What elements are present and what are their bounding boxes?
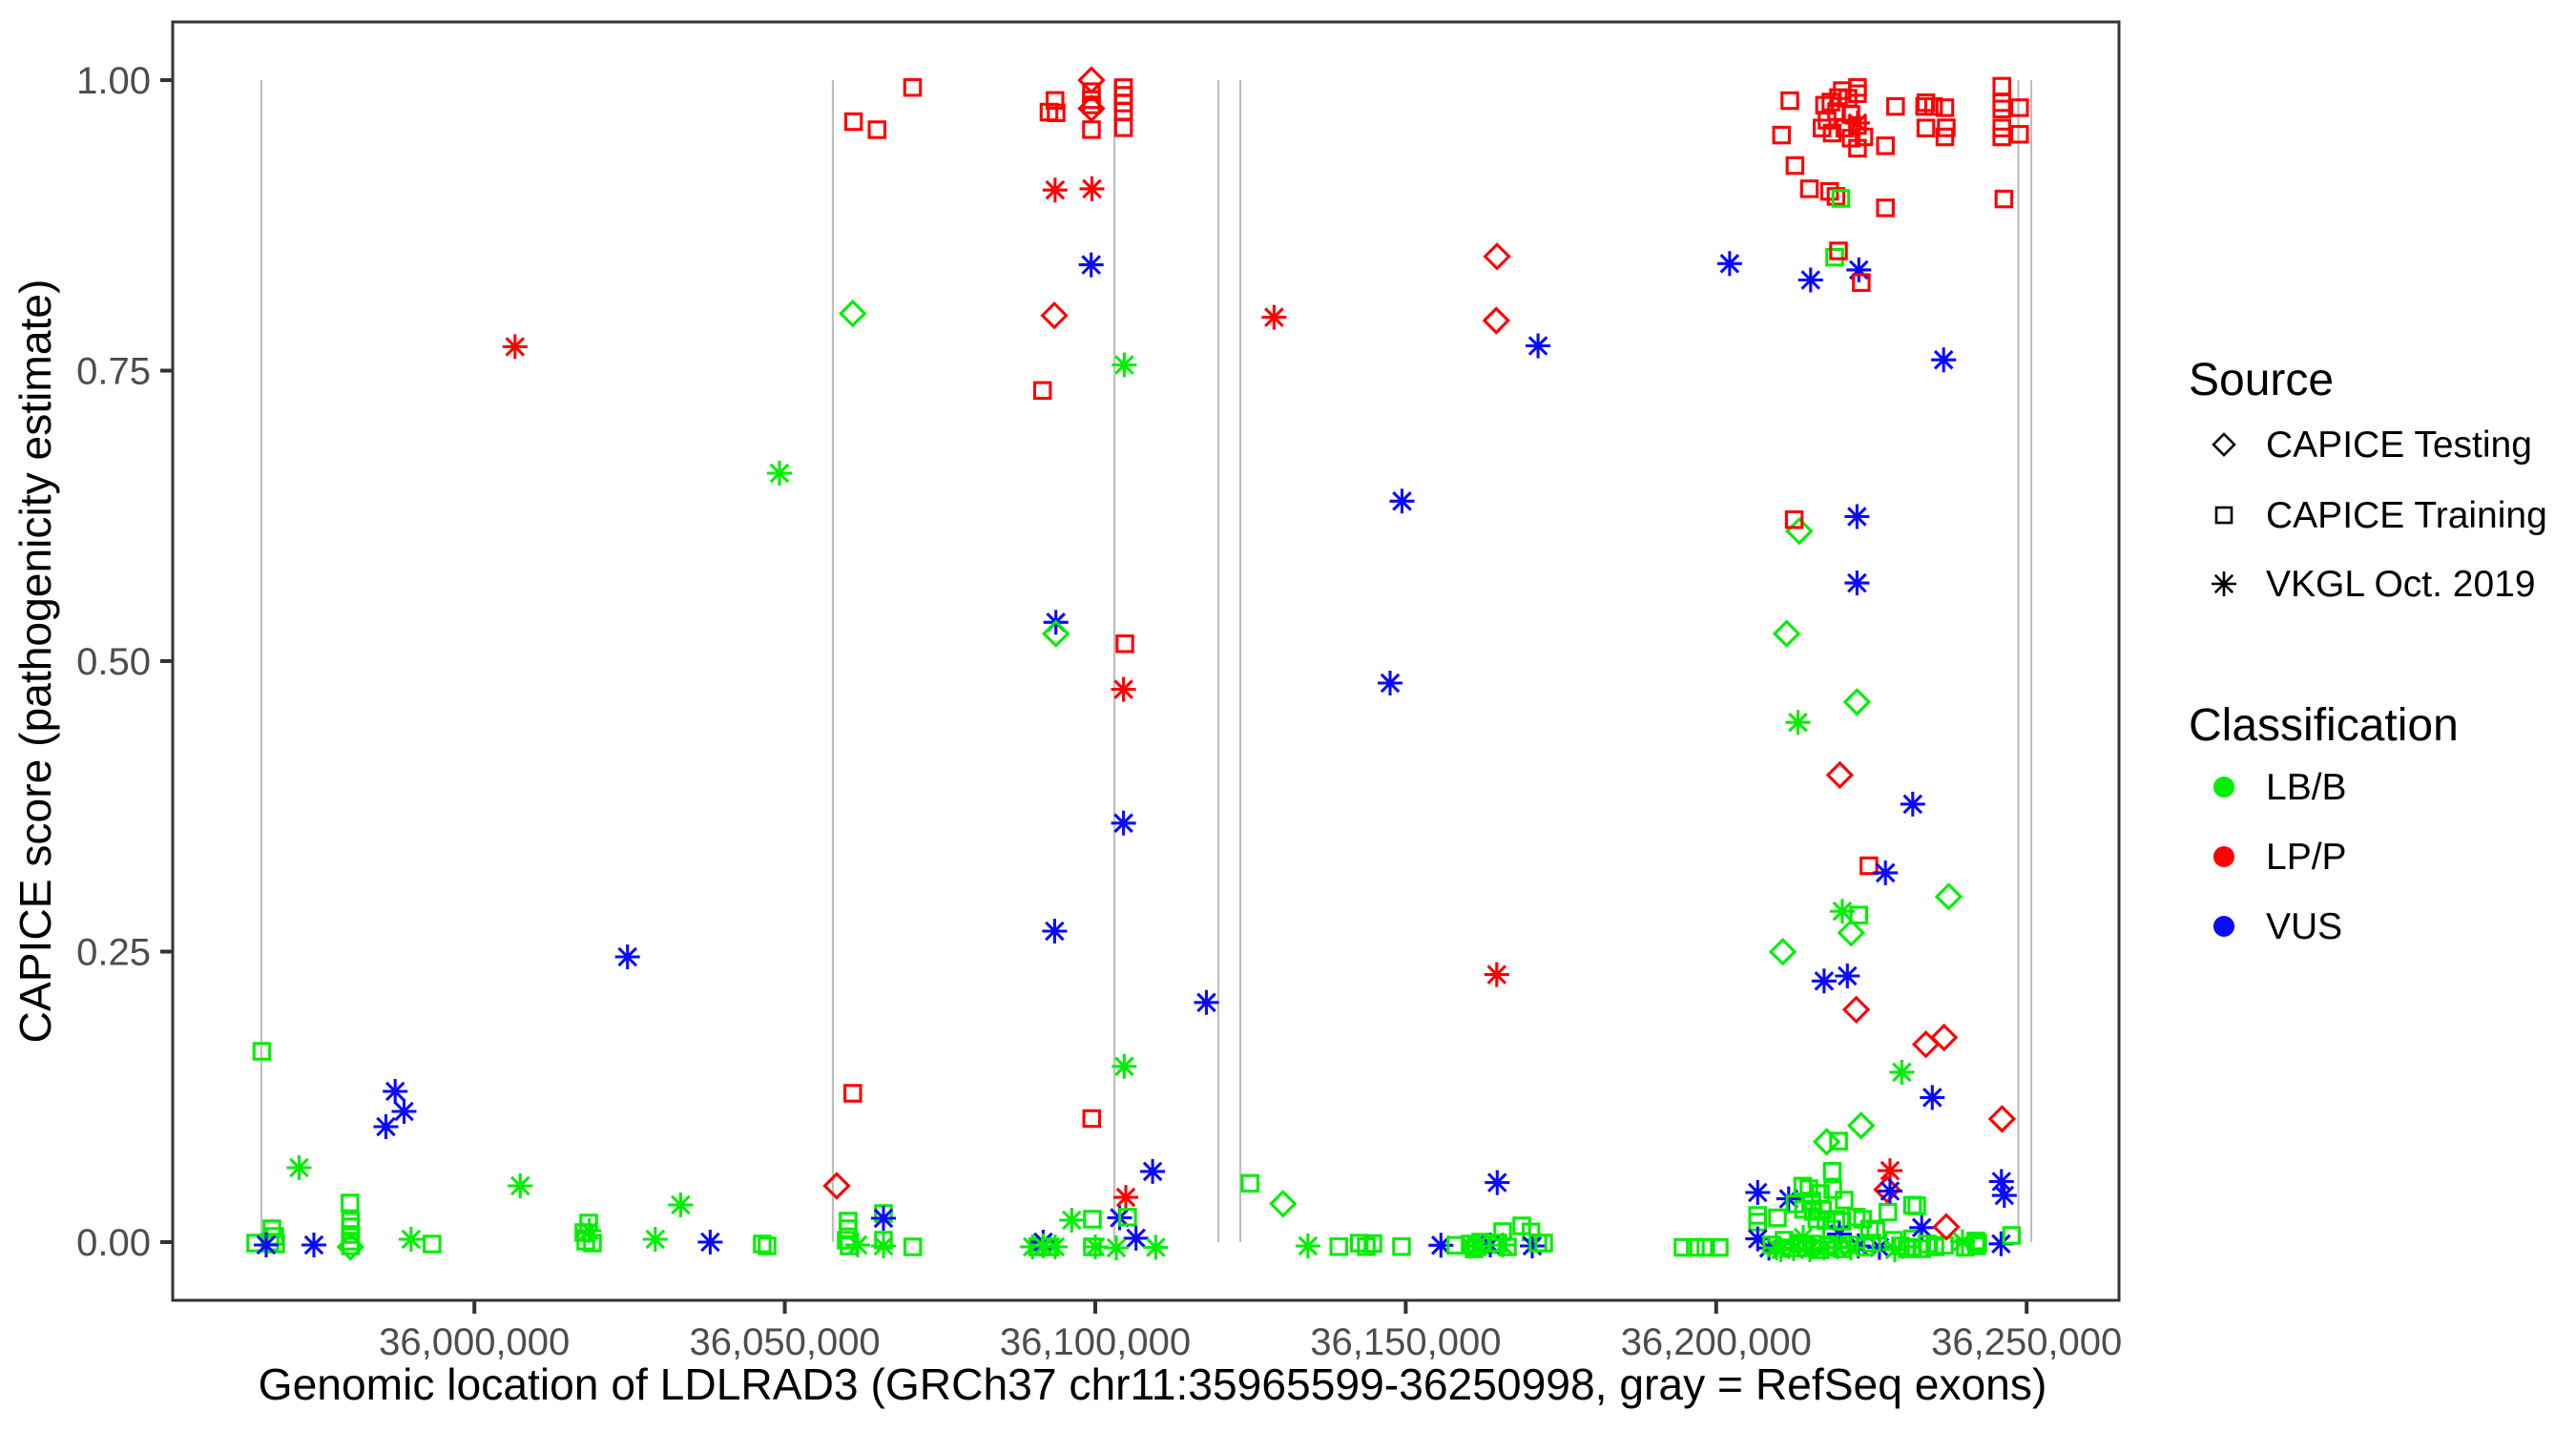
svg-text:0.25: 0.25 [76,932,151,974]
svg-text:36,200,000: 36,200,000 [1621,1321,1812,1363]
svg-text:CAPICE Training: CAPICE Training [2266,495,2547,536]
svg-text:36,250,000: 36,250,000 [1931,1321,2122,1363]
svg-text:CAPICE Testing: CAPICE Testing [2266,425,2532,466]
svg-text:0.75: 0.75 [76,351,151,393]
svg-text:36,100,000: 36,100,000 [1000,1321,1191,1363]
svg-text:36,000,000: 36,000,000 [379,1321,570,1363]
svg-text:Genomic location of LDLRAD3 (G: Genomic location of LDLRAD3 (GRCh37 chr1… [259,1359,2047,1409]
svg-text:Source: Source [2189,355,2334,405]
svg-text:36,150,000: 36,150,000 [1310,1321,1501,1363]
svg-text:LP/P: LP/P [2266,837,2347,878]
svg-text:1.00: 1.00 [76,60,151,102]
svg-text:Classification: Classification [2189,700,2459,751]
svg-text:LB/B: LB/B [2266,767,2347,808]
svg-text:36,050,000: 36,050,000 [689,1321,880,1363]
svg-text:0.50: 0.50 [76,641,151,683]
svg-text:VUS: VUS [2266,906,2342,947]
svg-text:VKGL Oct. 2019: VKGL Oct. 2019 [2266,564,2536,605]
svg-text:0.00: 0.00 [76,1222,151,1264]
svg-text:CAPICE score (pathogenicity es: CAPICE score (pathogenicity estimate) [10,280,60,1044]
